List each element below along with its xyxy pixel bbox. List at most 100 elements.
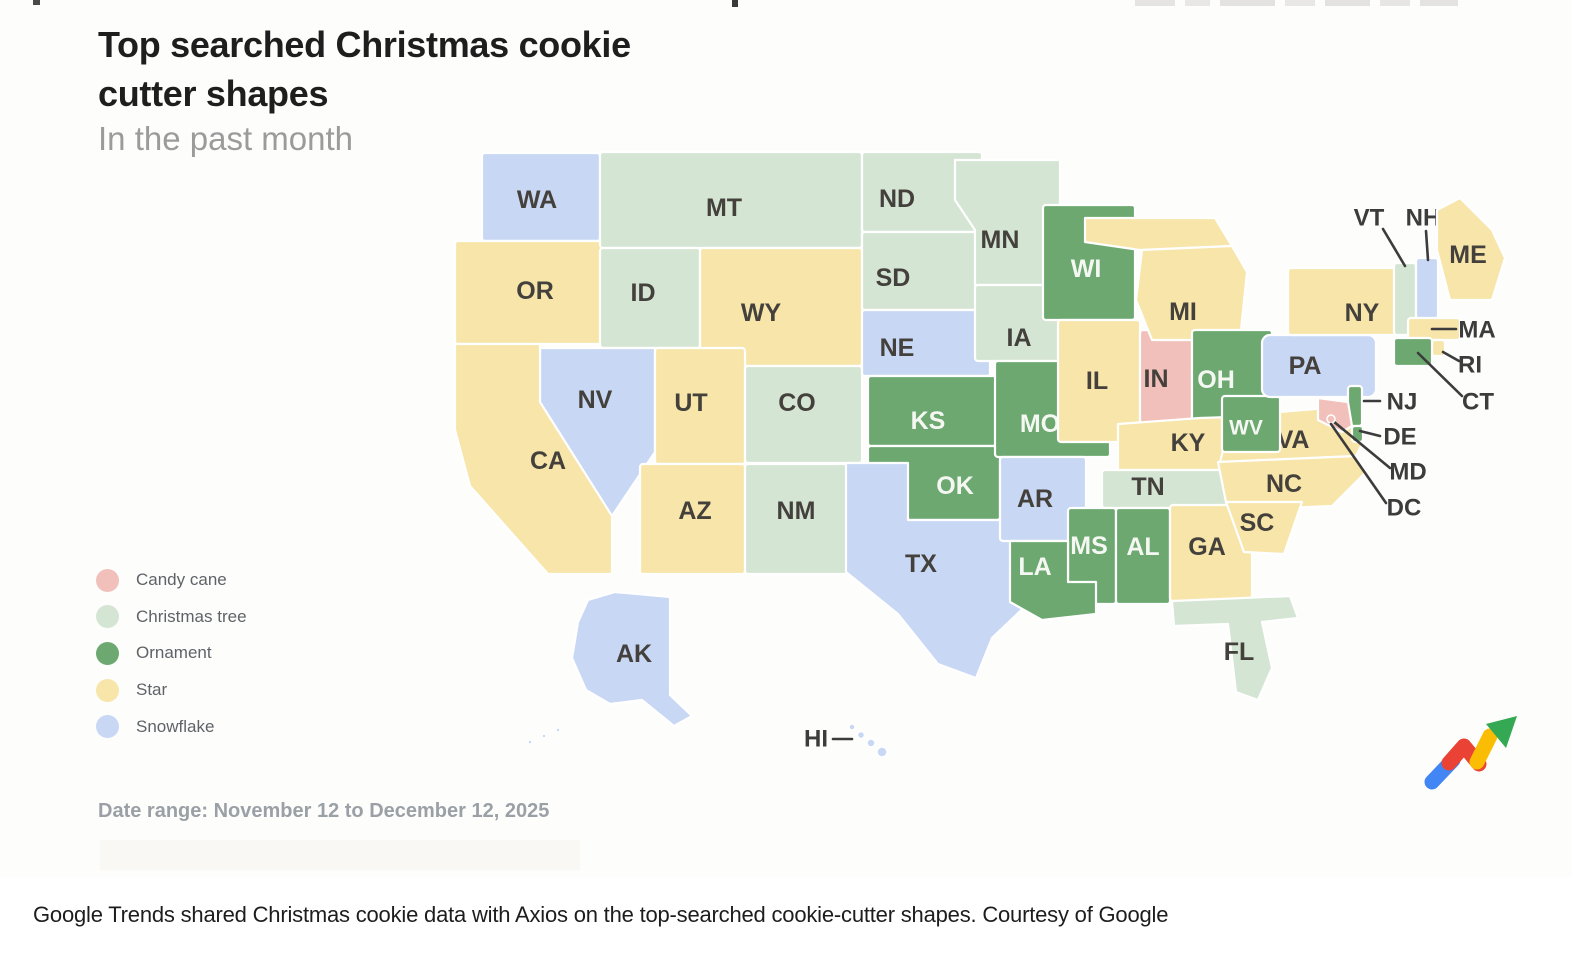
state-ar: AR: [998, 455, 1088, 543]
map-legend: Candy cane Christmas tree Ornament Star Snow…: [96, 562, 247, 745]
state-ks: KS: [866, 374, 998, 448]
state-label-tn: TN: [1131, 473, 1164, 501]
date-range-note: Date range: November 12 to December 12, …: [98, 800, 550, 822]
state-label-or: OR: [516, 277, 554, 305]
state-hi: HI: [804, 723, 888, 758]
state-nj: NJ: [1346, 384, 1418, 428]
state-label-ga: GA: [1188, 533, 1226, 561]
state-ca: CA: [453, 342, 614, 576]
state-label-wi: WI: [1071, 255, 1102, 283]
top-edge-artifact: [732, 0, 738, 7]
page-title-line2: cutter shapes: [98, 73, 329, 114]
state-nv: NV: [538, 346, 657, 518]
legend-item-snowflake: Snowflake: [96, 708, 247, 745]
state-md: MD: [1316, 396, 1427, 486]
state-label-ny: NY: [1345, 299, 1380, 327]
top-edge-artifact: [1285, 0, 1315, 6]
state-label-ok: OK: [936, 472, 974, 500]
state-nm: NM: [743, 462, 852, 576]
state-nc: NC: [1216, 454, 1368, 510]
state-me: ME: [1435, 196, 1507, 302]
state-sc: SC: [1224, 500, 1304, 556]
state-al: AL: [1114, 506, 1172, 606]
caption-band: Google Trends shared Christmas cookie da…: [0, 878, 1572, 962]
trends-logo-yellow-segment: [1469, 728, 1498, 770]
legend-label: Candy cane: [136, 570, 227, 590]
state-ut: UT: [653, 346, 747, 466]
state-oh: OH: [1190, 328, 1274, 424]
state-label-ia: IA: [1007, 324, 1032, 352]
state-label-wv: WV: [1229, 417, 1263, 440]
google-trends-logo-icon: [1424, 716, 1517, 790]
state-label-sd: SD: [876, 264, 911, 292]
state-or: OR: [453, 239, 607, 346]
state-label-mi: MI: [1169, 298, 1197, 326]
state-nh: NH: [1406, 205, 1440, 337]
state-label-ms: MS: [1070, 532, 1108, 560]
state-label-pa: PA: [1289, 352, 1322, 380]
top-edge-artifact: [1325, 0, 1370, 6]
legend-item-christmas-tree: Christmas tree: [96, 599, 247, 636]
state-callout-label-nj: NJ: [1387, 389, 1418, 416]
state-dc: DC: [1326, 414, 1422, 522]
callout-line-vt: [1381, 227, 1407, 268]
state-callout-label-ri: RI: [1458, 352, 1482, 379]
state-ak: AK: [527, 590, 694, 745]
state-ne: NE: [860, 308, 992, 378]
state-label-ks: KS: [911, 407, 946, 435]
state-callout-label-hi: HI: [804, 726, 828, 753]
state-label-va: VA: [1277, 426, 1310, 454]
page-title-line1: Top searched Christmas cookie: [98, 24, 631, 65]
state-label-ca: CA: [530, 447, 566, 475]
state-il: IL: [1056, 318, 1142, 444]
state-mt: MT: [598, 150, 864, 250]
state-label-nd: ND: [879, 185, 915, 213]
state-callout-label-ct: CT: [1462, 389, 1494, 416]
legend-label: Star: [136, 680, 168, 700]
state-label-al: AL: [1126, 533, 1159, 561]
state-label-sc: SC: [1240, 509, 1275, 537]
callout-line-nh: [1424, 229, 1430, 262]
state-label-in: IN: [1144, 365, 1169, 393]
legend-item-candy-cane: Candy cane: [96, 562, 247, 599]
top-edge-artifact: [33, 0, 40, 5]
state-label-mn: MN: [981, 226, 1020, 254]
state-label-ut: UT: [674, 389, 707, 417]
callout-line-de: [1358, 429, 1382, 438]
state-label-il: IL: [1086, 367, 1108, 395]
state-label-wa: WA: [517, 186, 557, 214]
state-ct: CT: [1392, 336, 1494, 416]
state-ri: RI: [1430, 338, 1482, 379]
legend-item-star: Star: [96, 672, 247, 709]
callout-line-dc: [1329, 422, 1388, 505]
callout-line-ct: [1416, 351, 1464, 398]
state-label-ak: AK: [616, 640, 652, 668]
state-label-wy: WY: [741, 299, 782, 327]
star-swatch-icon: [96, 678, 119, 702]
ornament-swatch-icon: [96, 641, 119, 665]
top-edge-artifact: [1135, 0, 1175, 6]
state-label-fl: FL: [1224, 638, 1255, 666]
state-label-ne: NE: [880, 334, 915, 362]
state-label-mt: MT: [706, 194, 742, 222]
top-edge-artifact: [1185, 0, 1210, 6]
state-label-ar: AR: [1017, 485, 1053, 513]
state-az: AZ: [638, 462, 747, 576]
page-subtitle: In the past month: [98, 120, 353, 157]
state-id: ID: [598, 246, 702, 350]
legend-label: Christmas tree: [136, 606, 247, 626]
ghost-artifact: [100, 840, 580, 870]
state-callout-label-vt: VT: [1354, 205, 1385, 232]
state-label-az: AZ: [678, 497, 711, 525]
state-label-ky: KY: [1171, 429, 1206, 457]
state-callout-label-dc: DC: [1387, 495, 1422, 522]
state-ms: MS: [1066, 506, 1118, 606]
state-label-id: ID: [631, 279, 656, 307]
candy-cane-swatch-icon: [96, 568, 119, 592]
state-callout-label-md: MD: [1389, 459, 1426, 486]
state-label-tx: TX: [905, 550, 937, 578]
page-title: Top searched Christmas cookie cutter sha…: [98, 20, 631, 118]
top-edge-artifact: [1220, 0, 1275, 6]
